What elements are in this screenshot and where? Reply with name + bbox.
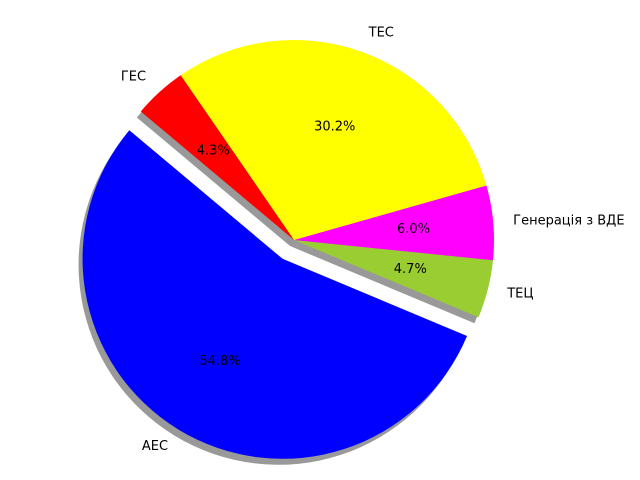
slice-4-percent-label: 4.3% bbox=[197, 144, 230, 159]
slice-0-wedge bbox=[82, 130, 468, 459]
slice-1-percent-label: 4.7% bbox=[394, 262, 427, 277]
slice-3-percent-label: 30.2% bbox=[314, 120, 355, 135]
slice-2-wedge bbox=[294, 185, 495, 261]
slice-3-label: ТЕС bbox=[368, 26, 394, 41]
slice-0-label: АЕС bbox=[142, 439, 168, 454]
slice-2-label: Генерація з ВДЕ bbox=[513, 213, 624, 228]
slice-labels: АЕС 54.8% ТЕЦ 4.7% Генерація з ВДЕ 6.0% ТЕС 30.… bbox=[121, 26, 625, 455]
slice-0-percent-label: 54.8% bbox=[199, 354, 240, 369]
slice-3-wedge bbox=[180, 40, 487, 240]
slice-1-label: ТЕЦ bbox=[506, 287, 533, 302]
slice-2-percent-label: 6.0% bbox=[397, 222, 430, 237]
slices bbox=[82, 40, 495, 459]
slice-4-wedge bbox=[140, 75, 294, 240]
slice-4-label: ГЕС bbox=[121, 70, 146, 85]
slice-1-wedge bbox=[294, 240, 493, 318]
